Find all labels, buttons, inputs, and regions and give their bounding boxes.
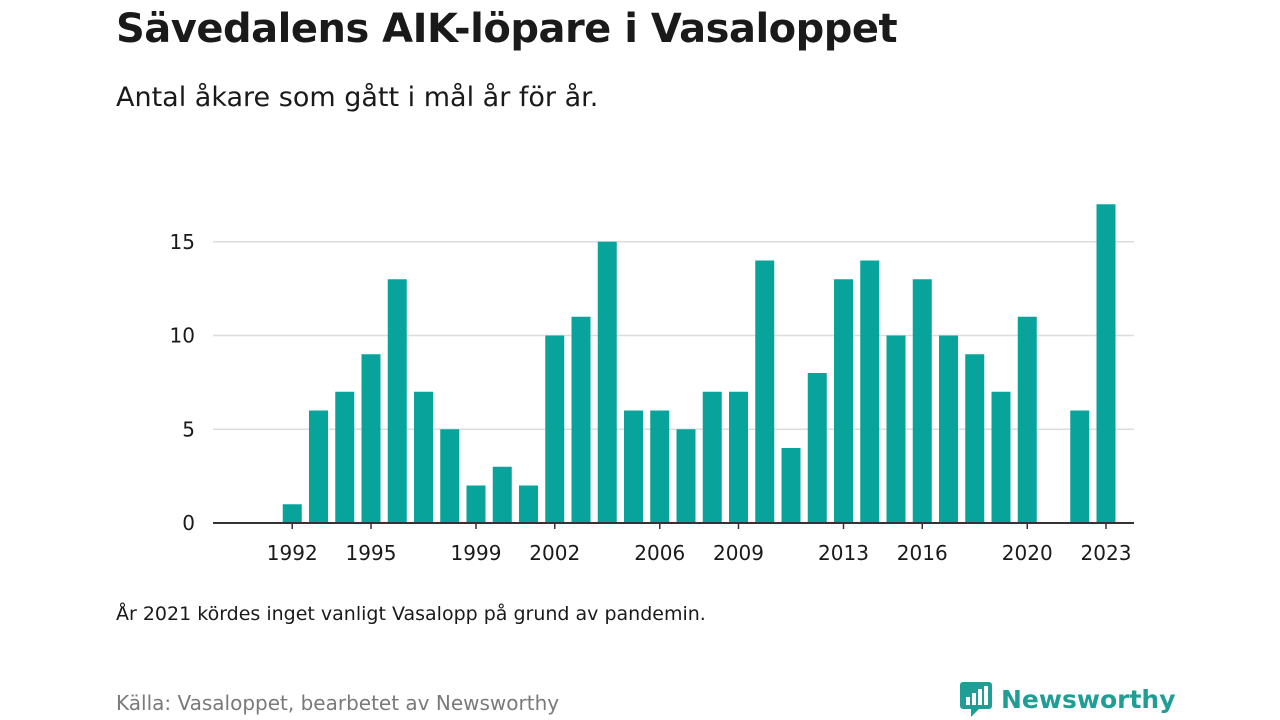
bar-2004	[597, 241, 617, 523]
bar-2008	[702, 391, 722, 523]
y-tick-label: 5	[182, 417, 195, 441]
bar-1998	[440, 429, 460, 523]
bar-2000	[492, 466, 512, 523]
bar-2023	[1096, 204, 1116, 523]
bar-2001	[519, 485, 538, 523]
chart-subtitle: Antal åkare som gått i mål år för år.	[116, 82, 599, 113]
bar-2015	[886, 335, 906, 523]
brand-name: Newsworthy	[1001, 684, 1176, 714]
x-tick-label: 2020	[1002, 541, 1053, 565]
bar-2011	[781, 448, 801, 523]
chart-title: Sävedalens AIK-löpare i Vasaloppet	[116, 6, 898, 52]
bar-2002	[545, 335, 565, 523]
x-tick-label: 2009	[713, 541, 764, 565]
newsworthy-bar-chart-icon	[960, 682, 992, 717]
bar-2020	[1017, 316, 1037, 523]
source-credit: Källa: Vasaloppet, bearbetet av Newswort…	[116, 691, 560, 715]
bar-chart: 0 5 10 15 1992 1995 1999 2002 2006 2009 2013 2016 20…	[170, 204, 1134, 565]
bar-1993	[309, 410, 328, 523]
bar-2019	[991, 391, 1011, 523]
chart-note: År 2021 kördes inget vanligt Vasalopp på…	[116, 603, 706, 625]
tick-labels: 0 5 10 15 1992 1995 1999 2002 2006 2009 2013 2016 20…	[170, 230, 1132, 565]
y-tick-label: 10	[170, 324, 195, 348]
bar-2014	[860, 260, 880, 523]
x-tick-label: 2002	[529, 541, 580, 565]
x-tick-label: 2023	[1081, 541, 1132, 565]
y-tick-label: 15	[170, 230, 195, 254]
bar-2018	[965, 354, 985, 523]
bars	[282, 204, 1116, 523]
bar-2006	[650, 410, 670, 523]
bar-2016	[912, 279, 932, 523]
bar-1997	[414, 391, 433, 523]
x-tick-label: 2006	[634, 541, 685, 565]
bar-1996	[387, 279, 407, 523]
bar-2022	[1070, 410, 1090, 523]
bar-2005	[624, 410, 643, 523]
bar-1995	[361, 354, 381, 523]
bar-2012	[807, 373, 827, 523]
x-tick-label: 1995	[346, 541, 397, 565]
axes	[213, 522, 1134, 529]
bar-2003	[571, 316, 591, 523]
bar-2010	[755, 260, 775, 523]
bar-1999	[466, 485, 486, 523]
x-tick-label: 1992	[267, 541, 318, 565]
bar-2007	[676, 429, 696, 523]
bar-1994	[335, 391, 355, 523]
bar-2009	[729, 391, 748, 523]
x-tick-label: 2016	[897, 541, 948, 565]
x-tick-label: 2013	[818, 541, 869, 565]
x-tick-label: 1999	[451, 541, 502, 565]
bar-2017	[939, 335, 958, 523]
bar-2013	[834, 279, 853, 523]
bar-1992	[282, 504, 302, 523]
y-tick-label: 0	[182, 511, 195, 535]
brand: Newsworthy	[959, 680, 1176, 718]
